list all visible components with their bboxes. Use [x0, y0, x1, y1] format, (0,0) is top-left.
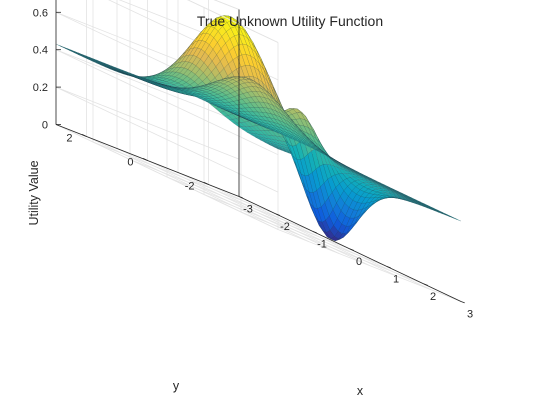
y-tick-label: 0 — [127, 157, 133, 169]
x-tick-mark — [349, 248, 354, 251]
x-tick-label: 1 — [393, 274, 399, 286]
x-tick-label: 2 — [430, 291, 436, 303]
z-axis-label: Utility Value — [27, 160, 41, 225]
x-tick-mark — [386, 266, 391, 269]
x-tick-mark — [275, 213, 280, 216]
floor-gridline — [208, 184, 431, 290]
y-tick-mark — [81, 134, 87, 137]
x-tick-mark — [423, 283, 428, 286]
y-tick-mark — [142, 158, 148, 161]
x-tick-mark — [238, 196, 243, 199]
utility-surface — [55, 15, 462, 242]
z-tick-label: 0.6 — [33, 7, 48, 19]
y-tick-label: 2 — [66, 133, 72, 145]
side-pane-gridline — [55, 86, 240, 160]
x-tick-mark — [312, 231, 317, 234]
side-pane-gridline — [55, 49, 240, 123]
x-tick-label: -2 — [280, 221, 290, 233]
box-top-edge — [187, 0, 279, 43]
y-axis-label: y — [173, 379, 180, 393]
floor-gridline — [147, 160, 370, 266]
x-tick-label: -1 — [317, 239, 327, 251]
z-tick-label: 0 — [42, 120, 48, 132]
chart-title: True Unknown Utility Function — [197, 13, 383, 29]
back-pane-gridline — [55, 124, 279, 230]
z-tick-label: 0.4 — [33, 45, 48, 57]
back-pane-gridline — [55, 86, 279, 193]
z-tick-label: 0.2 — [33, 82, 48, 94]
y-tick-label: -2 — [185, 181, 195, 193]
floor-gridline — [86, 136, 309, 242]
y-tick-mark — [203, 182, 209, 185]
floor-gridline — [177, 172, 401, 278]
x-tick-mark — [460, 301, 465, 304]
x-tick-label: 0 — [356, 256, 362, 268]
floor-gridline — [116, 148, 340, 254]
x-tick-label: -3 — [243, 204, 253, 216]
x-axis-label: x — [357, 384, 364, 398]
surface-facet — [452, 217, 462, 222]
axes-back-panes — [55, 0, 462, 302]
x-tick-label: 3 — [467, 309, 473, 321]
back-pane-gridline — [55, 49, 279, 156]
